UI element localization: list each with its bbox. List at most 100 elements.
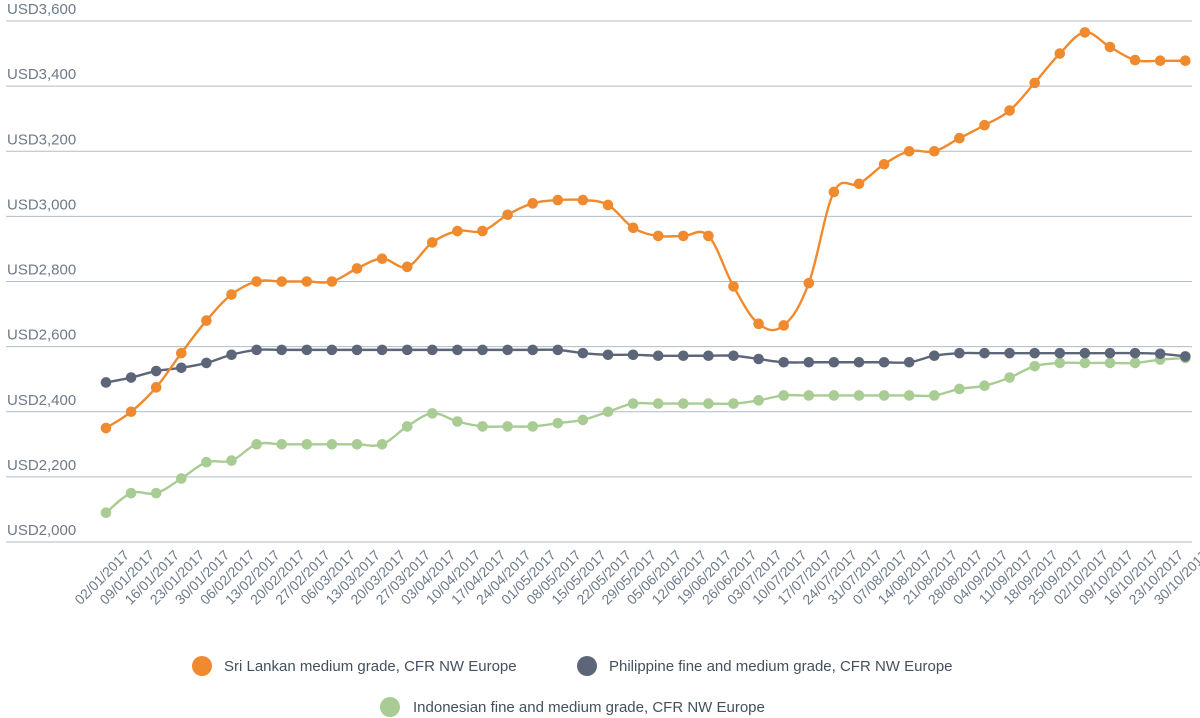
data-point [652, 230, 664, 242]
data-point [627, 398, 639, 409]
data-point [678, 230, 689, 242]
data-point [326, 344, 338, 356]
data-point [1029, 347, 1040, 359]
data-point [1079, 357, 1091, 369]
y-tick-label: USD2,400 [7, 392, 76, 409]
data-point [954, 132, 965, 144]
y-tick-label: USD2,000 [7, 522, 76, 539]
data-point [1054, 347, 1066, 359]
data-point [301, 276, 313, 287]
data-point [552, 344, 564, 356]
data-point [1180, 55, 1191, 67]
data-point [954, 383, 965, 395]
y-axis-ticks: USD2,000 USD2,200 USD2,400 USD2,600 USD2,800… [7, 1, 76, 539]
data-point [301, 439, 313, 450]
data-point [1054, 48, 1066, 59]
data-point [627, 222, 639, 234]
data-point [903, 145, 915, 157]
data-point [979, 119, 990, 131]
data-point [1104, 41, 1116, 53]
legend-marker [192, 656, 212, 676]
data-point [176, 347, 187, 359]
data-point [251, 344, 262, 356]
data-point [427, 344, 438, 356]
data-point [401, 344, 413, 356]
x-axis-ticks: 02/01/201709/01/201716/01/201723/01/2017… [71, 547, 1200, 608]
data-point [903, 356, 915, 368]
y-tick-label: USD3,600 [7, 1, 76, 18]
data-point [176, 473, 187, 484]
data-point [251, 276, 262, 287]
data-point [351, 439, 363, 450]
data-point [1079, 347, 1091, 359]
data-point [477, 421, 488, 432]
data-point [602, 406, 614, 418]
y-tick-label: USD3,200 [7, 131, 76, 148]
data-point [652, 350, 664, 362]
data-point [251, 439, 262, 450]
data-point [753, 395, 764, 406]
data-point [226, 289, 237, 300]
data-point [125, 372, 137, 383]
data-point [778, 390, 789, 401]
data-point [452, 225, 463, 237]
data-point [853, 178, 865, 190]
data-point [527, 421, 538, 432]
data-point [728, 398, 739, 409]
data-point [929, 350, 940, 362]
data-point [1104, 357, 1116, 369]
data-point [276, 344, 288, 356]
data-point [1129, 54, 1141, 66]
data-point [125, 406, 137, 418]
legend-label: Philippine fine and medium grade, CFR NW… [609, 658, 953, 675]
data-point [903, 390, 915, 401]
data-point [979, 347, 990, 359]
series-lines [100, 27, 1191, 518]
legend-label: Sri Lankan medium grade, CFR NW Europe [224, 658, 517, 675]
series-0 [100, 27, 1191, 434]
data-point [703, 350, 714, 362]
data-point [1129, 347, 1141, 359]
data-point [678, 398, 689, 409]
data-point [376, 253, 388, 265]
data-point [452, 416, 463, 427]
data-point [150, 382, 162, 393]
data-point [552, 417, 564, 429]
data-point [577, 414, 589, 426]
data-point [627, 349, 639, 361]
data-point [477, 225, 488, 237]
data-point [828, 356, 840, 368]
data-point [803, 356, 815, 368]
data-point [502, 209, 513, 221]
data-point [427, 408, 438, 419]
data-point [778, 356, 789, 368]
data-point [201, 315, 212, 326]
data-point [753, 318, 764, 330]
gridlines [6, 20, 1192, 543]
y-tick-label: USD2,600 [7, 327, 76, 344]
data-point [527, 198, 538, 209]
data-point [828, 390, 840, 401]
data-point [828, 186, 840, 198]
data-point [502, 421, 513, 432]
data-point [1004, 372, 1015, 383]
y-tick-label: USD3,000 [7, 196, 76, 213]
data-point [351, 344, 363, 356]
data-point [1180, 351, 1191, 362]
data-point [552, 194, 564, 206]
data-point [351, 263, 363, 274]
data-point [100, 377, 112, 388]
data-point [276, 276, 288, 287]
series-line [105, 31, 1186, 430]
data-point [502, 344, 513, 356]
data-point [878, 158, 890, 170]
data-point [276, 439, 288, 450]
data-point [150, 365, 162, 377]
data-point [577, 194, 589, 206]
data-point [226, 349, 237, 361]
data-point [1129, 357, 1141, 369]
series-line [105, 348, 1186, 384]
data-point [728, 281, 739, 292]
